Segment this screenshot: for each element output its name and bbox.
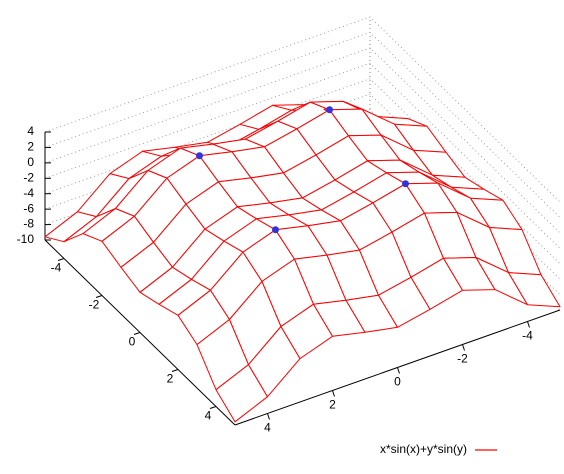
grid-line xyxy=(44,93,561,280)
point xyxy=(272,226,279,234)
x-tick xyxy=(57,258,65,261)
z-tick-label: -8 xyxy=(23,217,34,231)
z-tick-label: -4 xyxy=(23,186,34,200)
z-tick-label: 2 xyxy=(27,140,34,154)
z-tick-label: -6 xyxy=(23,201,34,215)
x-tick xyxy=(133,332,141,335)
grid-line xyxy=(44,47,561,234)
x-tick xyxy=(209,406,217,409)
grid-line xyxy=(44,62,561,249)
legend-label: x*sin(x)+y*sin(y) xyxy=(380,442,467,456)
x-tick-label: 2 xyxy=(167,372,174,386)
x-tick xyxy=(95,295,103,298)
point xyxy=(402,180,409,188)
z-tick-label: -2 xyxy=(23,170,34,184)
z-tick-label: -10 xyxy=(17,232,35,246)
x-tick-label: 4 xyxy=(205,409,212,423)
y-tick-label: 0 xyxy=(394,375,401,389)
y-tick-label: 4 xyxy=(264,421,271,435)
grid-line xyxy=(44,16,561,203)
z-tick-label: 4 xyxy=(27,124,34,138)
x-tick-label: -2 xyxy=(89,298,100,312)
grid-line xyxy=(44,78,561,264)
y-tick xyxy=(462,344,465,351)
x-tick-label: -4 xyxy=(51,261,62,275)
surface-cell xyxy=(508,272,561,308)
x-tick-label: 0 xyxy=(129,335,136,349)
y-tick-label: 2 xyxy=(329,398,336,412)
y-tick-label: -2 xyxy=(457,352,468,366)
y-tick xyxy=(332,390,335,397)
z-tick-label: 0 xyxy=(27,155,34,169)
point xyxy=(326,106,333,114)
x-tick xyxy=(171,369,179,372)
point xyxy=(196,152,203,160)
y-tick xyxy=(267,413,270,420)
grid-line xyxy=(44,109,561,295)
y-tick-label: -4 xyxy=(522,329,533,343)
y-tick xyxy=(397,367,400,374)
y-tick xyxy=(527,321,530,328)
